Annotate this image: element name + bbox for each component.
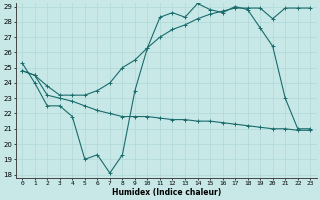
X-axis label: Humidex (Indice chaleur): Humidex (Indice chaleur) (112, 188, 221, 197)
